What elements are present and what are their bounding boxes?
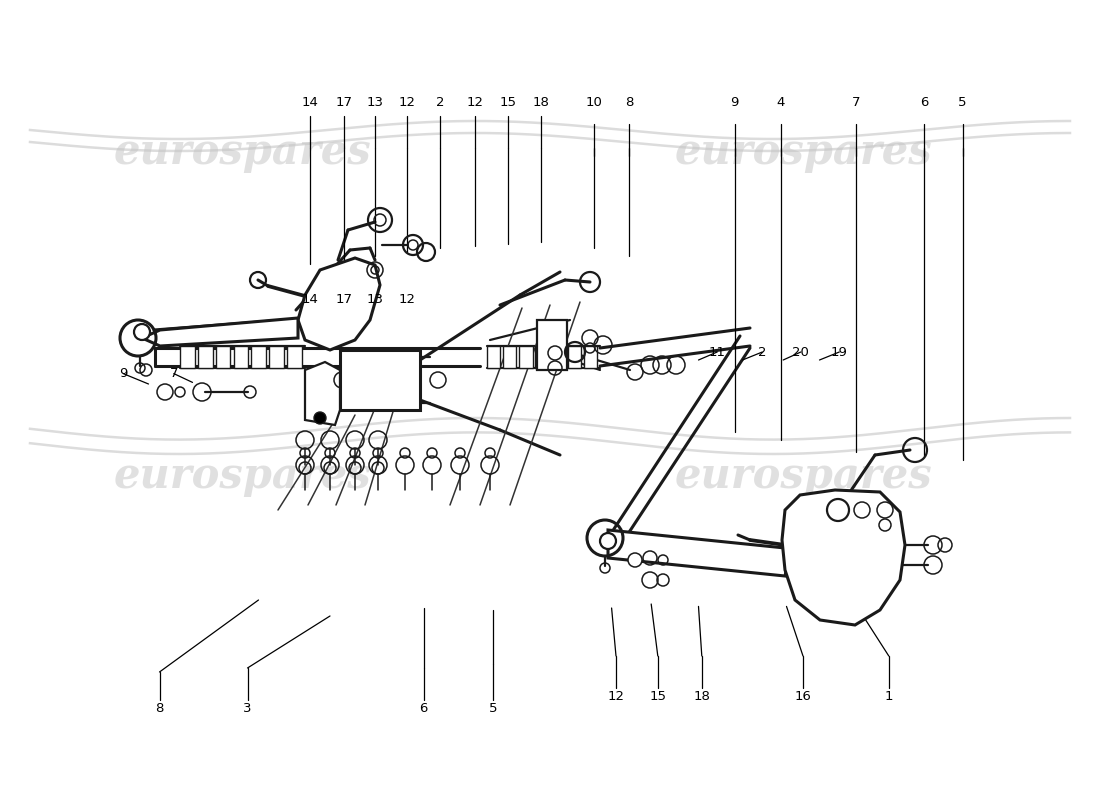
Text: 2: 2 [436,96,444,109]
Text: 10: 10 [585,96,603,109]
Text: 13: 13 [366,96,384,109]
Polygon shape [305,362,340,425]
Text: 12: 12 [398,293,416,306]
Text: 11: 11 [708,346,726,358]
Text: 1: 1 [884,690,893,702]
Text: 9: 9 [730,96,739,109]
Circle shape [134,324,150,340]
Polygon shape [298,258,380,350]
Text: 4: 4 [777,96,785,109]
Text: 12: 12 [607,690,625,702]
Text: 18: 18 [532,96,550,109]
Text: 5: 5 [488,702,497,714]
Bar [503,346,516,368]
Text: 6: 6 [419,702,428,714]
Polygon shape [608,530,788,576]
Bar [270,346,284,368]
Bar [519,346,532,368]
Bar [537,320,566,370]
Text: 6: 6 [920,96,928,109]
Text: 8: 8 [625,96,634,109]
Text: 17: 17 [336,96,353,109]
Bar [568,346,581,368]
Text: 13: 13 [366,293,384,306]
Bar [487,346,500,368]
Text: 12: 12 [398,96,416,109]
Text: 14: 14 [301,293,319,306]
Text: 20: 20 [792,346,810,358]
Text: eurospares: eurospares [674,131,932,173]
Text: 14: 14 [301,96,319,109]
Text: 12: 12 [466,96,484,109]
Circle shape [628,553,642,567]
Text: 19: 19 [830,346,848,358]
Text: 2: 2 [758,346,767,358]
Text: 9: 9 [119,367,128,380]
Text: 8: 8 [155,702,164,714]
Bar [216,346,230,368]
Bar [287,346,301,368]
Text: eurospares: eurospares [113,455,371,497]
Text: 18: 18 [693,690,711,702]
Polygon shape [782,490,905,625]
Text: 5: 5 [958,96,967,109]
Text: 15: 15 [499,96,517,109]
Bar [340,350,420,410]
Text: eurospares: eurospares [674,455,932,497]
Bar [233,346,249,368]
Bar [180,346,195,368]
Bar [536,346,549,368]
Bar [252,346,266,368]
Text: 7: 7 [851,96,860,109]
Bar [198,346,212,368]
Text: 15: 15 [649,690,667,702]
Text: 3: 3 [243,702,252,714]
Text: 7: 7 [169,367,178,380]
Circle shape [600,533,616,549]
Polygon shape [142,318,298,346]
Circle shape [314,412,326,424]
Bar [584,346,597,368]
Text: 16: 16 [794,690,812,702]
Bar [551,346,564,368]
Text: eurospares: eurospares [113,131,371,173]
Text: 17: 17 [336,293,353,306]
